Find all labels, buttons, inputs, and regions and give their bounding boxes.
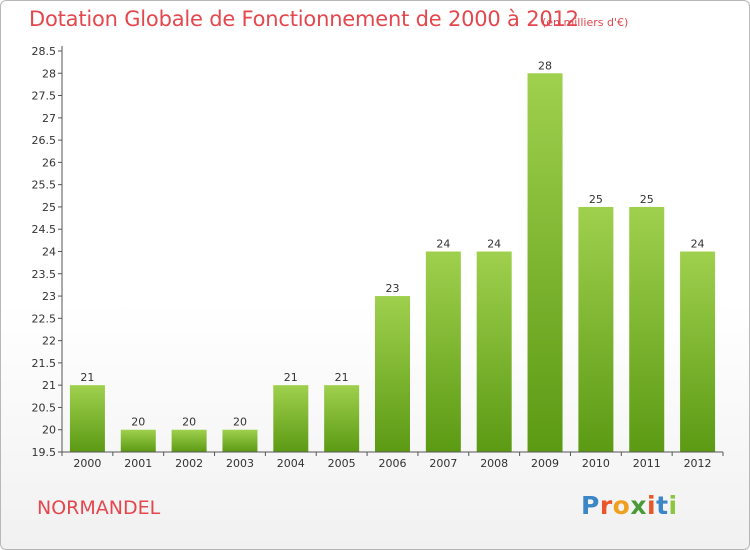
bar-value-label: 24 [487,238,501,251]
bar-value-label: 25 [640,193,654,206]
y-tick-label: 20.5 [32,401,57,414]
bar-value-label: 24 [436,238,450,251]
x-tick-label: 2005 [328,457,356,470]
y-tick-label: 22.5 [32,312,57,325]
bar-2007 [425,251,461,452]
bar-value-label: 21 [284,371,298,384]
y-tick-label: 21 [42,379,56,392]
y-tick-label: 28.5 [32,45,57,58]
bar-value-label: 20 [182,416,196,429]
bar-2004 [273,385,309,452]
bar-2008 [476,251,512,452]
x-tick-label: 2010 [582,457,610,470]
y-tick-label: 24.5 [32,223,57,236]
x-tick-label: 2004 [277,457,305,470]
y-tick-label: 22 [42,335,56,348]
y-tick-label: 19.5 [32,446,57,459]
bar-value-label: 20 [131,416,145,429]
bar-value-label: 28 [538,59,552,72]
x-tick-label: 2003 [226,457,254,470]
logo-letter: i [647,491,657,520]
logo-letter: t [656,491,669,520]
bar-2003 [222,429,258,452]
commune-name: NORMANDEL [37,497,161,519]
x-tick-label: 2000 [73,457,101,470]
y-tick-label: 24 [42,246,56,259]
y-tick-label: 27 [42,112,56,125]
y-tick-label: 27.5 [32,90,57,103]
proxiti-logo: Proxiti [581,491,678,520]
bar-2012 [680,251,716,452]
bar-value-label: 25 [589,193,603,206]
bar-value-label: 21 [80,371,94,384]
y-tick-label: 26 [42,156,56,169]
x-tick-label: 2011 [633,457,661,470]
bar-value-label: 24 [691,238,705,251]
bar-2011 [629,206,665,452]
x-tick-label: 2001 [124,457,152,470]
y-tick-label: 25 [42,201,56,214]
y-tick-label: 23.5 [32,268,57,281]
logo-letter: o [612,491,631,520]
x-tick-label: 2009 [531,457,559,470]
y-tick-label: 25.5 [32,179,57,192]
bar-2002 [171,429,207,452]
chart-title: Dotation Globale de Fonctionnement de 20… [29,7,579,31]
bar-value-label: 20 [233,416,247,429]
y-tick-label: 26.5 [32,134,57,147]
y-tick-label: 20 [42,424,56,437]
bar-2009 [527,73,563,453]
x-tick-label: 2008 [480,457,508,470]
x-tick-label: 2012 [684,457,712,470]
logo-letter: r [599,491,613,520]
bar-2010 [578,206,614,452]
logo-letter: x [630,491,647,520]
bar-2000 [69,385,105,452]
logo-letter: i [668,491,678,520]
bar-value-label: 21 [335,371,349,384]
x-tick-label: 2006 [379,457,407,470]
y-tick-label: 21.5 [32,357,57,370]
logo-letter: P [581,491,600,520]
bar-value-label: 23 [386,282,400,295]
y-tick-label: 28 [42,67,56,80]
x-tick-label: 2007 [429,457,457,470]
chart-unit-note: (en milliers d'€) [542,16,629,29]
y-tick-label: 23 [42,290,56,303]
bar-2001 [120,429,156,452]
bar-2005 [324,385,360,452]
bar-2006 [375,296,410,452]
x-tick-label: 2002 [175,457,203,470]
